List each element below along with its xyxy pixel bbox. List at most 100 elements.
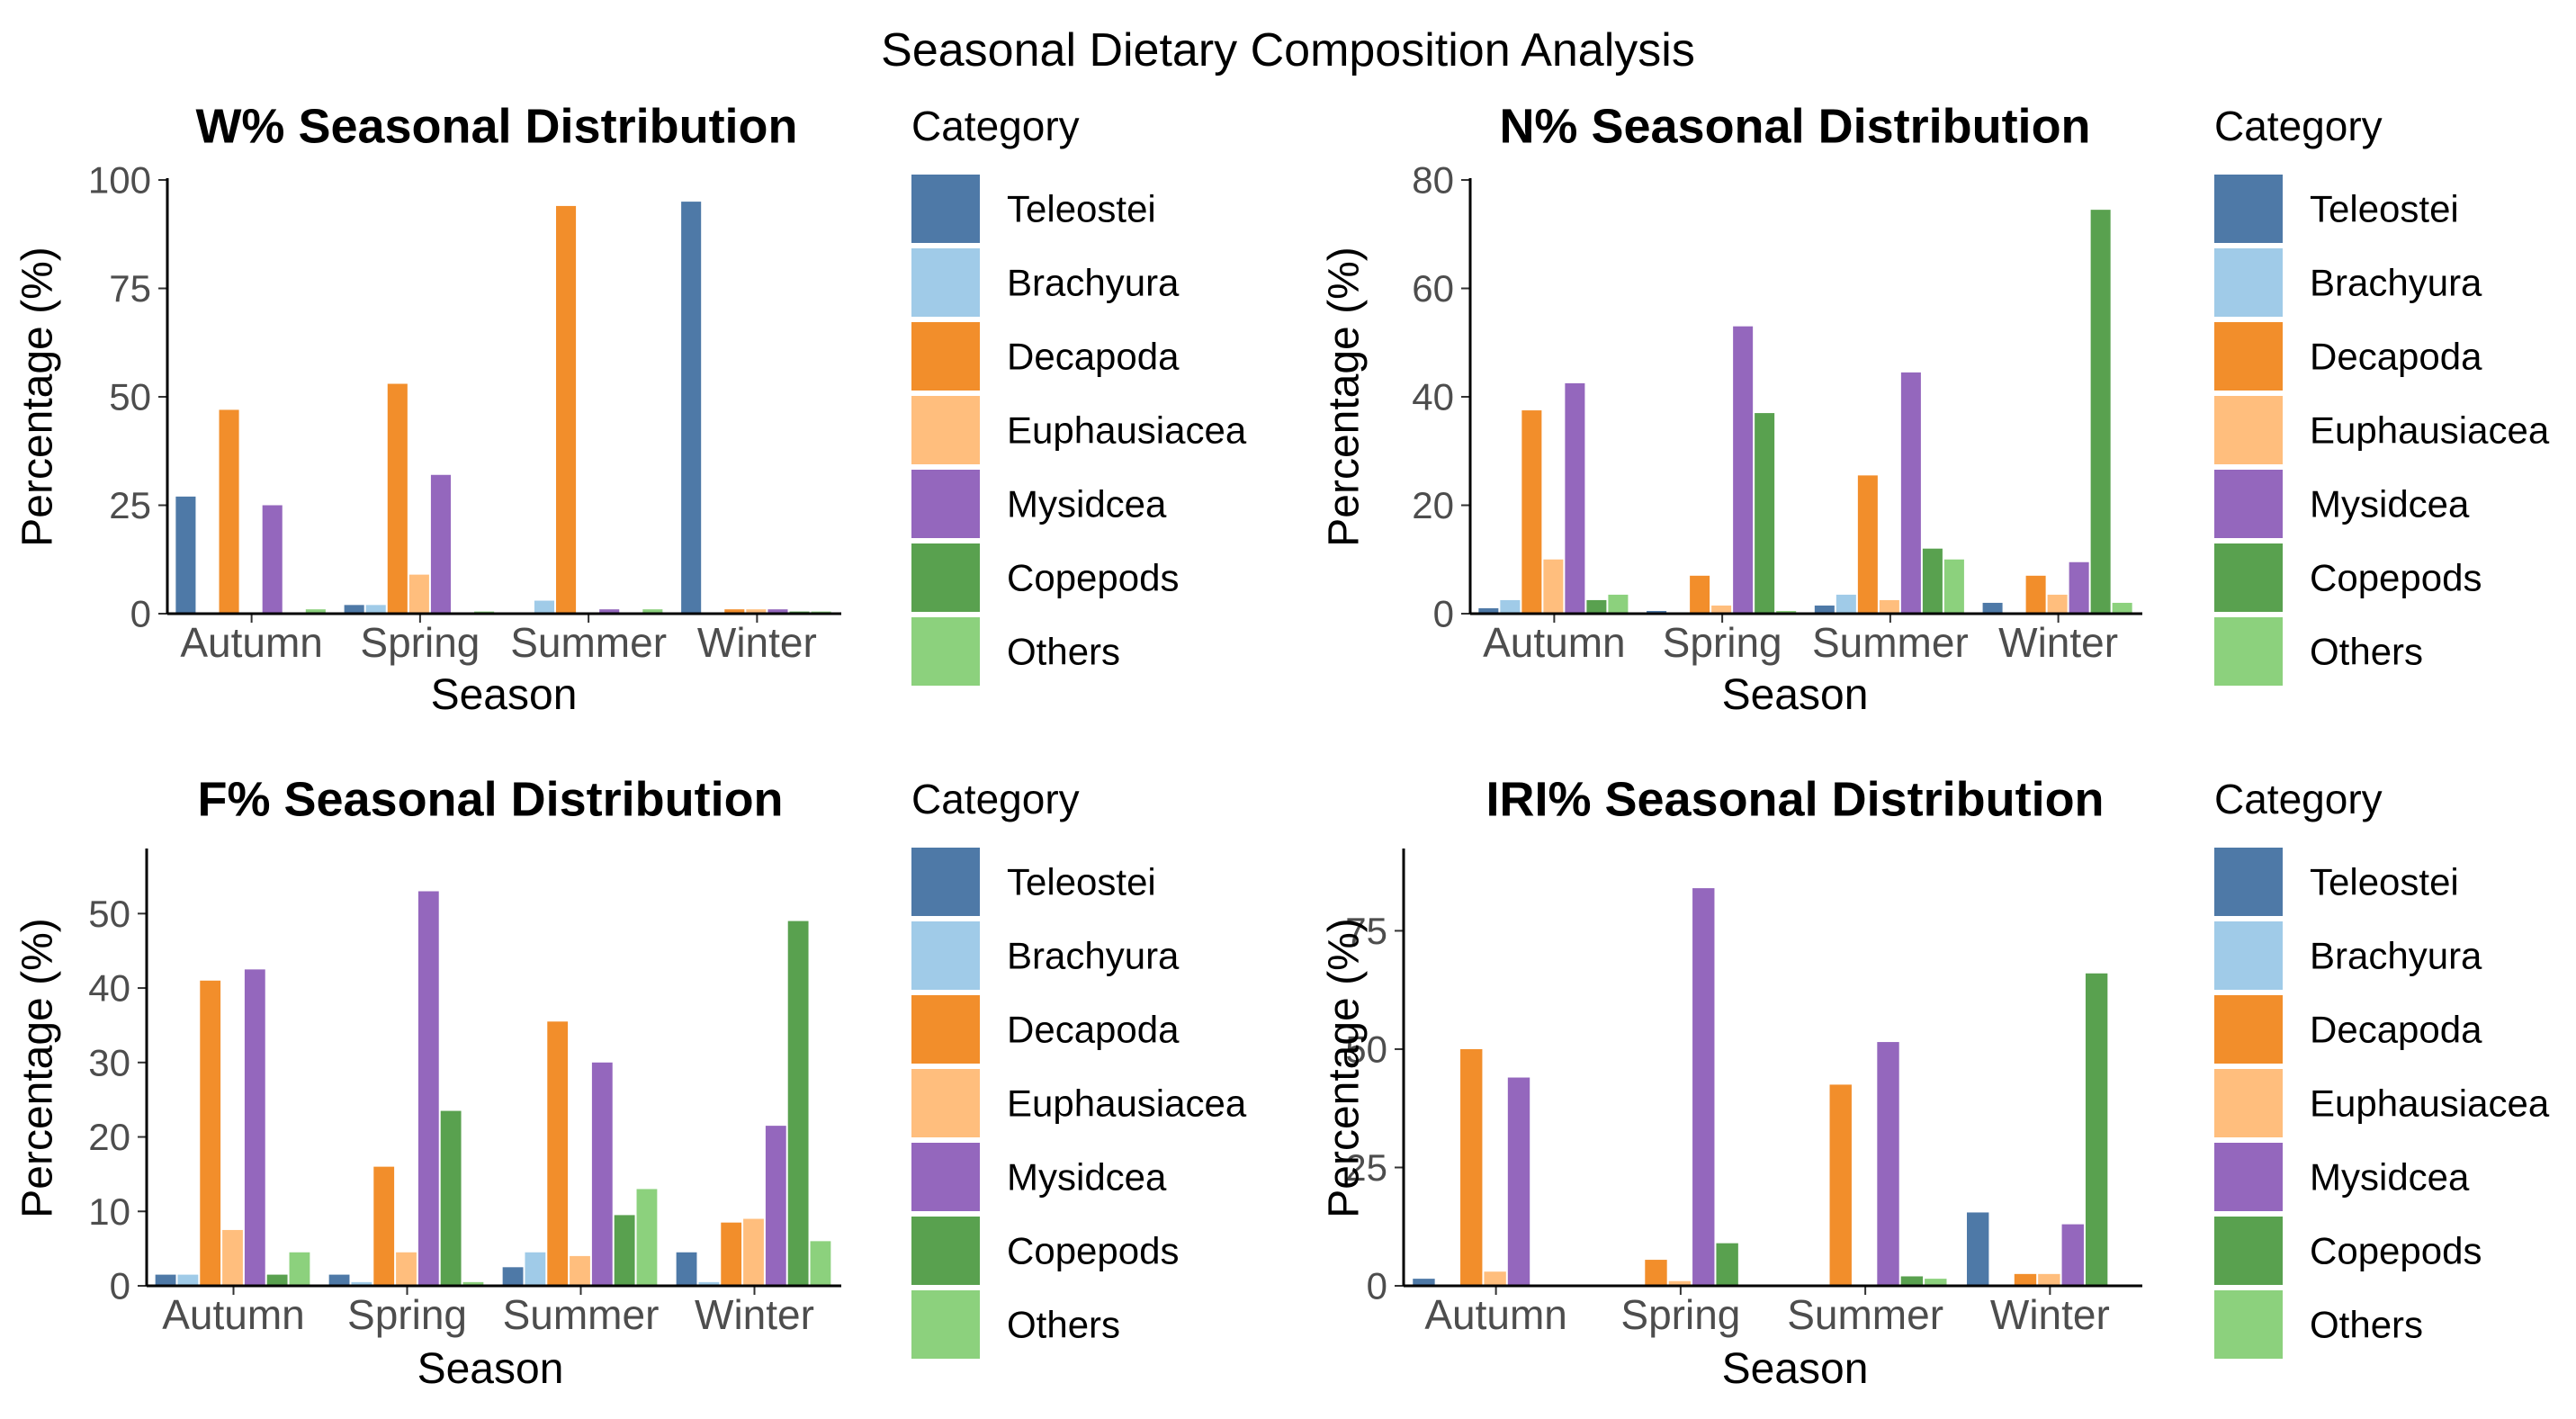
legend-label-decapoda: Decapoda	[1007, 336, 1180, 378]
bar-winter-mysidcea	[2061, 1224, 2084, 1286]
bar-spring-mysidcea	[1692, 888, 1715, 1286]
bar-winter-others	[2112, 602, 2132, 614]
bar-winter-teleostei	[676, 1252, 697, 1286]
bar-summer-decapoda	[1829, 1084, 1852, 1286]
legend-label-mysidcea: Mysidcea	[2310, 483, 2470, 525]
bar-spring-euphausiacea	[396, 1252, 417, 1286]
bar-winter-copepods	[2090, 210, 2111, 614]
bar-autumn-decapoda	[1521, 410, 1542, 614]
bar-autumn-brachyura	[1500, 599, 1521, 614]
bar-autumn-others	[1608, 594, 1629, 614]
legend-swatch-copepods	[911, 543, 980, 612]
legend-label-copepods: Copepods	[1007, 557, 1179, 599]
bar-autumn-euphausiacea	[1484, 1271, 1506, 1286]
x-axis-label: Season	[1722, 1345, 1869, 1393]
bar-autumn-teleostei	[155, 1274, 176, 1286]
legend-label-copepods: Copepods	[1007, 1230, 1179, 1272]
legend-label-others: Others	[2310, 631, 2423, 673]
x-tick-label: Winter	[1990, 1291, 2110, 1338]
x-tick-label: Spring	[347, 1291, 467, 1338]
bar-summer-brachyura	[534, 600, 555, 614]
bar-autumn-mysidcea	[262, 505, 283, 614]
legend-label-brachyura: Brachyura	[1007, 935, 1180, 977]
bar-winter-decapoda	[2025, 575, 2046, 614]
x-tick-label: Spring	[1620, 1291, 1740, 1338]
panel-w-percent: W% Seasonal Distribution 0 25 50 75 100 Autumn…	[14, 99, 1247, 719]
legend-swatch-others	[2214, 1290, 2283, 1359]
bar-autumn-decapoda	[1460, 1048, 1483, 1286]
bar-summer-teleostei	[502, 1267, 524, 1286]
x-tick-label: Summer	[510, 619, 667, 666]
bar-autumn-copepods	[1586, 599, 1607, 614]
legend-label-others: Others	[1007, 1304, 1120, 1346]
legend-label-brachyura: Brachyura	[2310, 935, 2482, 977]
bar-summer-others	[636, 1189, 658, 1286]
bar-winter-teleostei	[681, 202, 702, 614]
bar-autumn-teleostei	[1478, 607, 1499, 614]
legend-label-decapoda: Decapoda	[1007, 1009, 1180, 1051]
legend-label-teleostei: Teleostei	[2310, 188, 2459, 230]
y-tick-label: 0	[130, 593, 151, 635]
bar-spring-teleostei	[1647, 610, 1667, 614]
legend-title: Category	[2214, 776, 2383, 822]
bar-summer-brachyura	[525, 1252, 546, 1286]
bar-spring-brachyura	[365, 605, 386, 614]
bar-spring-decapoda	[387, 383, 408, 614]
bar-autumn-others	[289, 1252, 310, 1286]
y-tick-label: 75	[109, 267, 151, 310]
legend-swatch-teleostei	[911, 848, 980, 916]
x-tick-label: Spring	[360, 619, 480, 666]
bar-summer-others	[1943, 559, 1964, 614]
legend-label-euphausiacea: Euphausiacea	[2310, 409, 2550, 452]
x-tick-label: Summer	[1812, 619, 1969, 666]
bar-autumn-mysidcea	[244, 969, 265, 1286]
bar-winter-mysidcea	[765, 1126, 786, 1286]
y-tick-label: 50	[109, 376, 151, 418]
legend-swatch-brachyura	[2214, 921, 2283, 990]
legend-label-others: Others	[2310, 1304, 2423, 1346]
y-tick-label: 75	[1345, 910, 1387, 952]
bar-spring-mysidcea	[417, 891, 439, 1286]
legend-swatch-euphausiacea	[911, 396, 980, 464]
legend-swatch-others	[911, 617, 980, 686]
y-tick-label: 50	[1345, 1028, 1387, 1070]
bar-autumn-mysidcea	[1565, 382, 1585, 614]
legend-title: Category	[911, 103, 1080, 149]
bar-autumn-copepods	[266, 1274, 288, 1286]
bar-summer-mysidcea	[1900, 372, 1921, 614]
legend-label-brachyura: Brachyura	[1007, 262, 1180, 304]
y-tick-label: 40	[88, 967, 130, 1010]
legend-swatch-copepods	[2214, 543, 2283, 612]
figure-title: Seasonal Dietary Composition Analysis	[881, 24, 1695, 76]
bar-spring-teleostei	[328, 1274, 350, 1286]
bar-autumn-euphausiacea	[222, 1229, 243, 1286]
y-tick-label: 0	[1433, 593, 1454, 635]
bar-winter-euphausiacea	[746, 609, 767, 614]
legend-label-euphausiacea: Euphausiacea	[1007, 409, 1247, 452]
bar-spring-decapoda	[1645, 1260, 1667, 1286]
legend-title: Category	[2214, 103, 2383, 149]
x-tick-label: Summer	[1787, 1291, 1943, 1338]
bar-winter-copepods	[2085, 973, 2108, 1286]
bar-summer-others	[642, 609, 663, 614]
bar-summer-euphausiacea	[1879, 599, 1899, 614]
bar-autumn-mysidcea	[1507, 1077, 1530, 1286]
legend-swatch-brachyura	[2214, 248, 2283, 317]
legend-swatch-decapoda	[911, 995, 980, 1064]
bar-summer-others	[1925, 1279, 1947, 1286]
panel-title: F% Seasonal Distribution	[197, 772, 783, 826]
y-axis-label: Percentage (%)	[14, 247, 62, 547]
y-axis-label: Percentage (%)	[14, 918, 62, 1218]
y-tick-label: 100	[88, 159, 151, 202]
legend-swatch-copepods	[911, 1217, 980, 1285]
bar-winter-others	[810, 1241, 831, 1286]
x-tick-label: Autumn	[1483, 619, 1626, 666]
legend-label-others: Others	[1007, 631, 1120, 673]
legend-swatch-decapoda	[2214, 995, 2283, 1064]
bar-summer-mysidcea	[1877, 1042, 1899, 1286]
bar-summer-mysidcea	[599, 609, 620, 614]
y-tick-label: 10	[88, 1190, 130, 1233]
bar-autumn-euphausiacea	[1543, 559, 1564, 614]
bar-autumn-teleostei	[175, 496, 196, 614]
